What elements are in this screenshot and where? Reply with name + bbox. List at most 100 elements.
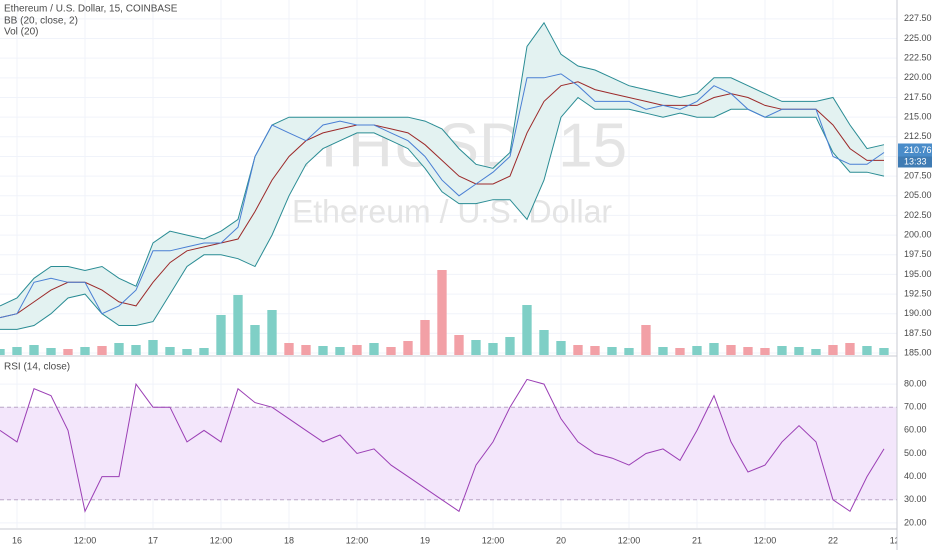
y-tick-label: 197.50 [904, 249, 932, 259]
x-tick-label: 12:00 [482, 535, 505, 545]
y-tick-label: 60.00 [904, 425, 927, 435]
volume-bar [301, 345, 311, 355]
volume-bar [607, 347, 617, 355]
bb-fill [0, 22, 884, 330]
y-tick-label: 202.50 [904, 210, 932, 220]
rsi-title: RSI (14, close) [4, 362, 70, 373]
volume-bar [420, 320, 430, 355]
volume-bar [216, 315, 226, 355]
axes: 16 12:00 17 12:00 18 12:00 19 12:00 20 12:00 21 12:… [12, 0, 932, 550]
rsi-band [0, 407, 897, 500]
volume-bar [794, 347, 804, 355]
volume-bar [437, 270, 447, 355]
volume-bar [624, 348, 634, 355]
volume-bar [692, 346, 702, 355]
volume-bar [318, 346, 328, 355]
volume-bar [403, 341, 413, 355]
y-tick-label: 200.00 [904, 229, 932, 239]
volume-bar [250, 325, 260, 355]
price-line [0, 73, 885, 319]
volume-bar [267, 310, 277, 355]
volume-bar [63, 349, 73, 355]
y-tick-label: 20.00 [904, 517, 927, 527]
volume-bar [743, 347, 753, 355]
y-tick-label: 217.50 [904, 92, 932, 102]
x-tick-label: 22 [828, 535, 838, 545]
volume-bar [505, 337, 515, 355]
countdown-box [898, 156, 932, 168]
y-tick-label: 185.00 [904, 347, 932, 357]
volume-bar [46, 348, 56, 355]
volume-bar [522, 305, 532, 355]
y-tick-label: 195.00 [904, 269, 932, 279]
volume-bar [199, 348, 209, 355]
y-tick-label: 192.50 [904, 288, 932, 298]
volume-bar [471, 340, 481, 355]
volume-bar [488, 343, 498, 355]
y-tick-label: 220.00 [904, 72, 932, 82]
indicator-label: Vol (20) [4, 27, 38, 38]
y-tick-label: 212.50 [904, 131, 932, 141]
y-tick-label: 50.00 [904, 448, 927, 458]
y-tick-label: 70.00 [904, 402, 927, 412]
y-tick-label: 190.00 [904, 308, 932, 318]
y-tick-label: 215.00 [904, 112, 932, 122]
volume-bar [862, 346, 872, 355]
volume-bar [845, 343, 855, 355]
x-tick-label: 12:00 [210, 535, 233, 545]
volume-bar [726, 345, 736, 355]
volume-bar [114, 343, 124, 355]
volume-bar [131, 345, 141, 355]
x-tick-label: 12:00 [754, 535, 777, 545]
x-tick-label: 17 [148, 535, 158, 545]
last-price-label: 210.76 [904, 145, 932, 155]
volume-bar [709, 343, 719, 355]
y-tick-label: 227.50 [904, 13, 932, 23]
volume-bar [641, 325, 651, 355]
volume-bar [182, 349, 192, 355]
x-tick-label: 18 [284, 535, 294, 545]
volume-bar [12, 347, 22, 355]
volume-bar [0, 349, 5, 355]
x-tick-label: 21 [692, 535, 702, 545]
volume-bar [335, 347, 345, 355]
volume-bar [777, 346, 787, 355]
price-axis [897, 0, 932, 550]
bb-upper-line [0, 21, 885, 307]
volume-bar [454, 335, 464, 355]
volume-bar [539, 330, 549, 355]
countdown-label: 13:33 [904, 156, 927, 166]
y-tick-label: 30.00 [904, 494, 927, 504]
volume-bar [148, 340, 158, 355]
x-tick-label: 19 [420, 535, 430, 545]
x-tick-label: 20 [556, 535, 566, 545]
volume-bar [80, 347, 90, 355]
rsi-line [0, 378, 885, 513]
volume-bar [573, 345, 583, 355]
volume-bar [828, 345, 838, 355]
y-tick-label: 222.50 [904, 53, 932, 63]
volume-bar [352, 345, 362, 355]
y-tick-label: 80.00 [904, 378, 927, 388]
y-tick-label: 40.00 [904, 471, 927, 481]
bb-basis-line [0, 81, 884, 319]
indicator-label: BB (20, close, 2) [4, 16, 78, 27]
volume-bar [29, 345, 39, 355]
volume-bar [590, 346, 600, 355]
chart-title: Ethereum / U.S. Dollar, 15, COINBASE [4, 4, 178, 15]
y-tick-label: 187.50 [904, 328, 932, 338]
volume-bar [369, 343, 379, 355]
volume-bar [233, 295, 243, 355]
x-tick-label: 12:00 [346, 535, 369, 545]
volume-bar [760, 348, 770, 355]
x-tick-label: 12:00 [618, 535, 641, 545]
volume-bar [386, 347, 396, 355]
y-tick-label: 207.50 [904, 170, 932, 180]
x-tick-label: 16 [12, 535, 22, 545]
volume-bar [556, 341, 566, 355]
volume-bar [97, 346, 107, 355]
volume-bar [284, 343, 294, 355]
y-tick-label: 205.00 [904, 190, 932, 200]
volume-bar [879, 348, 889, 355]
